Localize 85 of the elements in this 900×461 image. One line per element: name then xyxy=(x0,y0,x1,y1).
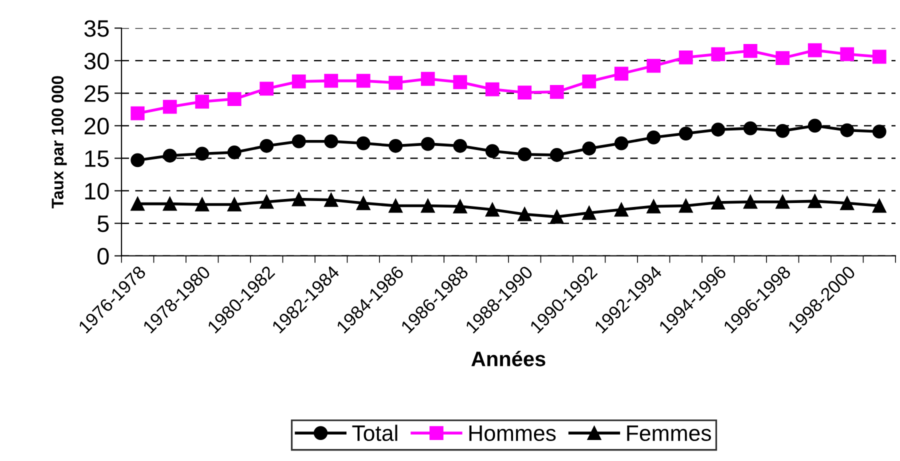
point xyxy=(840,47,854,62)
point xyxy=(356,196,370,210)
point xyxy=(162,148,177,163)
point xyxy=(324,74,338,88)
point xyxy=(614,136,628,150)
point xyxy=(711,47,726,62)
point xyxy=(808,194,822,208)
point xyxy=(420,136,435,151)
legend-label: Femmes xyxy=(627,426,711,442)
point xyxy=(260,138,274,153)
point xyxy=(776,51,790,65)
point xyxy=(582,206,596,220)
point xyxy=(292,74,306,88)
point xyxy=(324,134,338,148)
point xyxy=(485,144,500,158)
point xyxy=(678,126,693,140)
y-tick-label: 25 xyxy=(84,85,109,102)
y-tick-label: 5 xyxy=(98,216,109,232)
point xyxy=(292,192,306,206)
point xyxy=(324,192,338,207)
point xyxy=(872,198,886,213)
point xyxy=(195,198,210,212)
y-tick-label: 35 xyxy=(84,20,109,37)
point xyxy=(808,43,822,58)
point xyxy=(550,148,564,162)
point xyxy=(356,74,370,88)
point xyxy=(292,134,306,148)
point xyxy=(518,147,532,162)
point xyxy=(550,210,564,224)
point xyxy=(678,198,693,213)
point xyxy=(388,76,403,90)
point xyxy=(872,124,886,139)
point xyxy=(582,142,596,156)
legend-label: Total xyxy=(352,424,398,442)
point xyxy=(614,66,628,81)
point xyxy=(840,196,854,210)
point xyxy=(678,50,693,64)
point xyxy=(485,202,500,217)
point xyxy=(195,94,210,109)
point xyxy=(808,118,822,133)
point xyxy=(872,50,886,64)
point xyxy=(776,194,790,209)
point xyxy=(388,198,403,213)
point xyxy=(743,44,758,58)
y-tick-label: 15 xyxy=(85,150,109,168)
y-tick-label: 20 xyxy=(84,118,109,135)
point xyxy=(711,196,726,210)
point xyxy=(195,146,210,161)
point xyxy=(646,199,661,214)
point xyxy=(227,198,242,212)
point xyxy=(453,75,468,90)
point xyxy=(646,130,661,144)
y-tick-label: 30 xyxy=(84,52,109,70)
legend-label: Hommes xyxy=(469,426,556,442)
point xyxy=(356,136,370,150)
y-axis-title: Taux par 100 000 xyxy=(52,76,67,208)
point xyxy=(162,196,177,211)
point xyxy=(453,199,468,214)
y-tick-label: 10 xyxy=(85,182,109,200)
point xyxy=(388,138,403,153)
point xyxy=(646,58,661,73)
point xyxy=(518,86,532,100)
point xyxy=(260,194,274,209)
point xyxy=(743,194,758,209)
point xyxy=(130,153,145,168)
point xyxy=(743,121,758,136)
point xyxy=(260,82,274,96)
point xyxy=(453,138,468,153)
point xyxy=(130,106,145,120)
point xyxy=(711,122,726,137)
point xyxy=(162,100,177,114)
point xyxy=(614,202,628,217)
point xyxy=(420,72,435,86)
point xyxy=(582,74,596,88)
point xyxy=(130,196,145,211)
point xyxy=(485,82,500,96)
point xyxy=(518,207,532,222)
point xyxy=(776,124,790,138)
point xyxy=(550,84,564,99)
point xyxy=(227,92,242,106)
point xyxy=(420,198,435,213)
point xyxy=(840,123,854,138)
y-tick-label: 0 xyxy=(97,248,109,265)
point xyxy=(227,145,242,160)
x-axis-title: Années xyxy=(471,350,546,366)
